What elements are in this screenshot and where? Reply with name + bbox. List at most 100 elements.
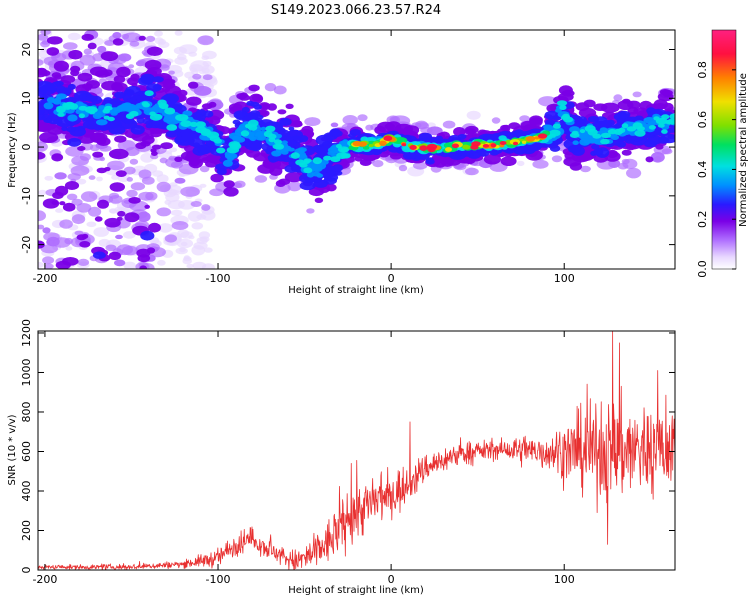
- heat-cell: [92, 112, 102, 120]
- colorbar-tick-label: 0.6: [696, 111, 709, 129]
- heat-cell: [116, 216, 123, 221]
- heat-cell: [189, 64, 204, 72]
- heat-cell: [195, 121, 206, 128]
- heat-cell: [140, 230, 155, 241]
- heat-cell: [626, 167, 642, 179]
- x-tick-label: -100: [206, 573, 231, 586]
- heat-cell: [86, 80, 100, 89]
- heat-cell: [52, 191, 64, 199]
- heat-cell: [576, 131, 589, 139]
- heat-cell: [304, 117, 321, 127]
- heat-cell: [186, 263, 194, 269]
- heat-cell: [138, 76, 153, 86]
- heat-cell: [617, 127, 626, 134]
- heat-cell: [123, 166, 136, 175]
- snr-ylabel: SNR (10 * v/v): [7, 414, 18, 485]
- y-tick-label: 20: [20, 43, 33, 57]
- heat-cell: [519, 115, 530, 122]
- heat-cell: [54, 97, 62, 102]
- heat-cell: [275, 143, 284, 150]
- heat-cell: [500, 156, 517, 166]
- heat-cell: [80, 191, 98, 202]
- heat-cell: [170, 209, 183, 216]
- heat-cell: [483, 153, 501, 165]
- heat-cell: [613, 94, 623, 102]
- heat-cell: [377, 121, 395, 133]
- heat-cell: [136, 248, 151, 258]
- heat-cell: [40, 40, 50, 48]
- y-tick-label: 600: [20, 441, 33, 462]
- heat-cell: [145, 35, 156, 43]
- heat-cell: [556, 100, 568, 106]
- heat-cell: [265, 125, 276, 132]
- heat-cell: [170, 161, 184, 169]
- heat-cell: [298, 135, 309, 143]
- heat-cell: [341, 153, 351, 159]
- heat-cell: [202, 50, 217, 60]
- heat-cell: [199, 165, 210, 173]
- heat-cell: [71, 214, 86, 225]
- heat-cell: [135, 60, 145, 67]
- heat-cell: [253, 104, 263, 110]
- heat-cell: [245, 123, 253, 129]
- y-tick-label: -10: [20, 187, 33, 205]
- heat-cell: [303, 167, 313, 174]
- y-tick-label: 1200: [20, 319, 33, 347]
- heat-cell: [537, 133, 548, 139]
- heat-cell: [634, 129, 646, 137]
- heat-cell: [592, 133, 602, 139]
- heat-cell: [207, 154, 218, 162]
- heat-cell: [141, 176, 155, 185]
- heat-cell: [146, 83, 162, 92]
- heat-cell: [193, 85, 212, 96]
- heat-cell: [264, 83, 277, 92]
- heat-cell: [661, 129, 668, 134]
- colorbar-ticks: 0.0 0.2 0.4 0.6 0.8: [696, 61, 736, 278]
- heat-cell: [279, 117, 292, 126]
- heat-cell: [129, 110, 139, 117]
- heat-cell: [175, 114, 189, 122]
- heat-cell: [482, 144, 490, 148]
- heat-cell: [64, 181, 80, 190]
- heat-cell: [299, 162, 308, 168]
- heat-cell: [600, 132, 612, 139]
- heat-cell: [216, 147, 226, 154]
- heat-cell: [145, 191, 158, 201]
- heat-cell: [299, 181, 316, 191]
- heat-cell: [254, 175, 268, 183]
- heat-cell: [552, 123, 562, 129]
- heat-cell: [425, 157, 434, 163]
- heat-cell: [323, 155, 332, 161]
- heat-cell: [232, 135, 241, 142]
- heat-cell: [409, 145, 417, 150]
- heat-cell: [579, 129, 586, 134]
- heat-cell: [38, 261, 44, 268]
- heat-cell: [340, 147, 349, 153]
- heat-cell: [516, 160, 525, 167]
- heat-cell: [123, 231, 136, 239]
- heat-cell: [268, 154, 279, 163]
- heat-cell: [525, 136, 536, 142]
- heat-cell: [114, 135, 127, 143]
- heat-cell: [451, 143, 459, 149]
- heat-cell: [40, 83, 57, 95]
- heat-cell: [68, 49, 83, 60]
- heat-cell: [248, 84, 260, 92]
- heat-cell: [192, 261, 207, 269]
- heat-cell: [558, 85, 573, 96]
- heat-cell: [62, 102, 71, 108]
- heat-cell: [551, 155, 563, 163]
- heat-cell: [164, 234, 177, 243]
- heat-cell: [42, 198, 60, 209]
- heat-cell: [92, 151, 104, 158]
- heat-cell: [70, 69, 80, 77]
- heat-cell: [240, 130, 250, 137]
- y-tick-label: 1000: [20, 358, 33, 386]
- heat-cell: [96, 119, 108, 126]
- heat-cell: [201, 103, 213, 110]
- heat-cell: [76, 203, 92, 213]
- heat-cell: [379, 140, 387, 146]
- heat-cell: [188, 81, 199, 89]
